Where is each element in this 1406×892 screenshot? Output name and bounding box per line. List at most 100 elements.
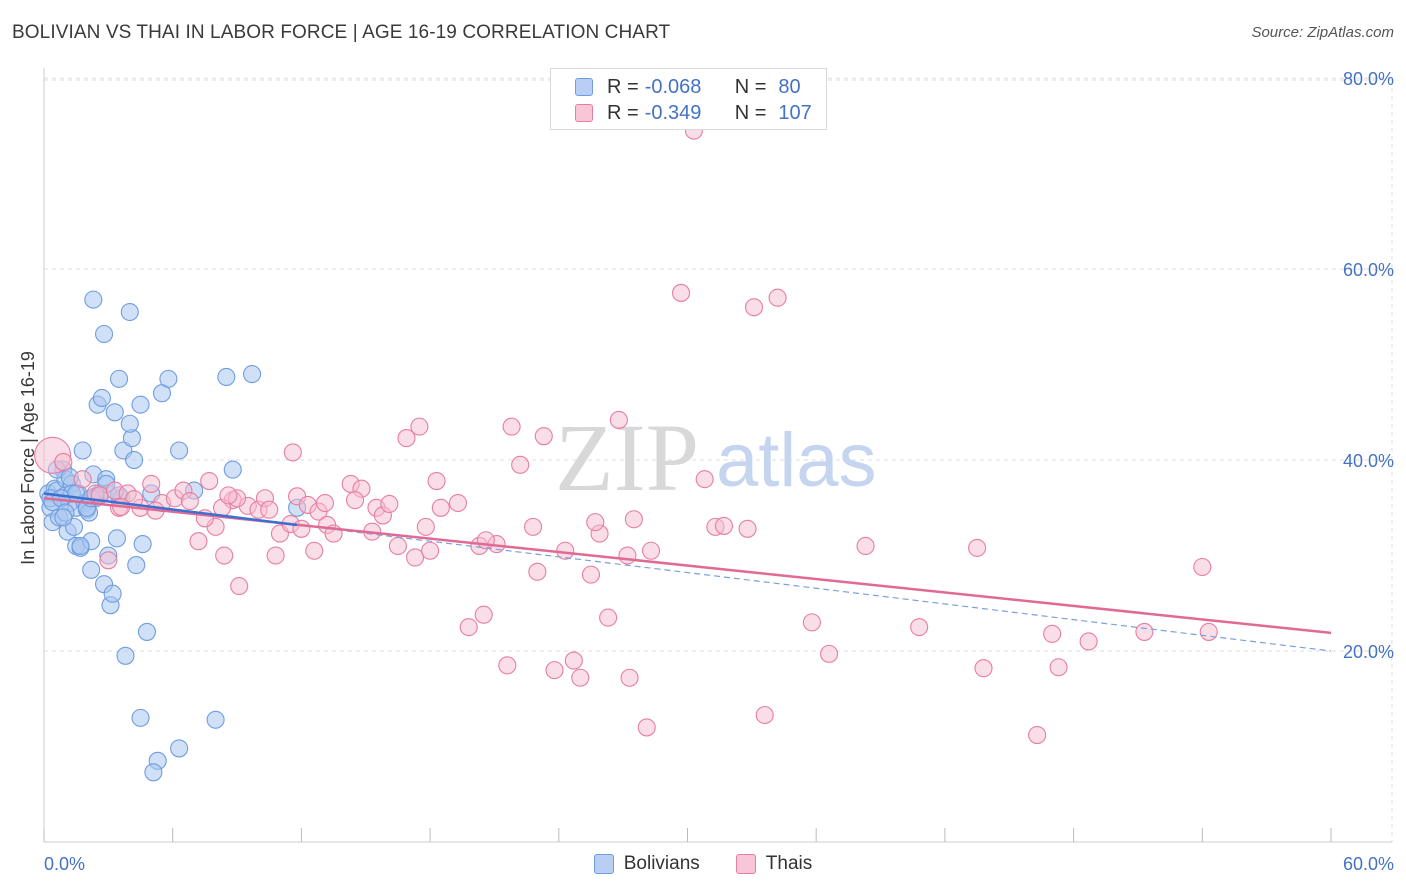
y-tick-label: 80.0% [1343, 69, 1394, 89]
thai-point [416, 517, 435, 536]
thai-point [260, 500, 279, 519]
thai-point [498, 656, 517, 675]
r-value: -0.068 [644, 75, 702, 98]
thai-point [283, 443, 302, 462]
bolivian-point [243, 365, 262, 384]
thai-point [427, 472, 446, 491]
thai-point [459, 618, 478, 637]
thai-point [502, 417, 521, 436]
y-tick-label: 60.0% [1343, 260, 1394, 280]
thai-point [637, 718, 656, 737]
n-value: 80 [778, 75, 801, 98]
bolivian-point [159, 369, 178, 388]
thai-point [738, 519, 757, 538]
legend-item-bolivians[interactable]: Bolivians [593, 853, 700, 875]
bolivian-point [133, 535, 152, 554]
thai-point [511, 455, 530, 474]
thai-point [974, 659, 993, 678]
thai-point [345, 491, 365, 510]
thai-point [1049, 658, 1068, 677]
bolivian-point [95, 324, 114, 344]
r-label: R = [607, 75, 639, 98]
thai-point [910, 618, 929, 637]
thai-point [545, 661, 564, 680]
thai-point [431, 498, 450, 517]
trend-lines [43, 492, 1332, 652]
bolivian-point [120, 414, 139, 433]
watermark: ZIP atlas [555, 404, 877, 511]
source-label: Source: ZipAtlas.com [1251, 24, 1394, 41]
thai-point [586, 513, 605, 532]
bolivian-point [217, 367, 236, 387]
thai-point [695, 470, 714, 489]
thai-point [397, 429, 416, 448]
thai-point [524, 517, 543, 536]
bolivian-point [170, 739, 189, 758]
thai-point [180, 492, 199, 511]
r-value: -0.349 [644, 101, 702, 124]
x-tick-label: 0.0% [44, 854, 85, 874]
thai-point [230, 577, 249, 596]
bolivian-point [131, 708, 150, 727]
thai-point [1043, 624, 1062, 643]
thai-point [618, 546, 637, 565]
bolivian-point [107, 529, 126, 548]
legend-label-thais: Thais [765, 853, 813, 874]
thai-point [802, 613, 821, 632]
bolivian-point [125, 450, 144, 470]
thai-point [534, 427, 553, 446]
thai-point [99, 551, 118, 570]
thai-point [54, 452, 73, 472]
thai-point [448, 493, 468, 513]
thai-point [1028, 726, 1047, 745]
stats-legend: R = -0.068 N = 80 R = -0.349 N = 107 [550, 68, 827, 130]
legend-row-bolivians: R = -0.068 N = 80 [575, 74, 801, 100]
thai-point [200, 472, 219, 491]
bolivian-point [170, 441, 189, 460]
thai-point [744, 298, 764, 317]
bolivian-point [92, 388, 111, 408]
thai-point [292, 519, 311, 538]
thai-point [219, 486, 238, 505]
thai-point [968, 538, 987, 557]
legend-item-thais[interactable]: Thais [735, 853, 813, 875]
thai-point [599, 608, 618, 627]
thai-point [564, 651, 583, 670]
bolivian-point [82, 560, 101, 579]
thai-point [624, 510, 643, 529]
y-axis-label: In Labor Force | Age 16-19 [18, 351, 38, 565]
bolivian-point [131, 395, 150, 414]
legend-label-bolivians: Bolivians [623, 853, 700, 874]
n-label: N = [734, 101, 767, 124]
x-tick-label: 60.0% [1343, 854, 1394, 874]
n-label: N = [734, 75, 767, 98]
bolivian-point [54, 508, 73, 527]
thai-points [34, 121, 1218, 745]
y-tick-label: 40.0% [1343, 451, 1394, 471]
n-value: 107 [778, 101, 812, 124]
thai-point [474, 605, 493, 624]
thai-point [215, 546, 234, 565]
thai-point [609, 410, 628, 429]
bolivian-point [71, 536, 90, 556]
bolivian-swatch [593, 854, 614, 874]
r-label: R = [607, 101, 639, 124]
thai-point [755, 705, 774, 725]
thai-point [672, 283, 691, 302]
thai-point [380, 494, 399, 514]
thai-point [1079, 632, 1098, 651]
thai-point [768, 288, 787, 307]
thai-point [305, 541, 324, 560]
thai-swatch [575, 104, 593, 122]
bolivian-trend-extension [297, 524, 1332, 652]
tick-labels: 20.0% 40.0% 60.0% 80.0% 0.0% 60.0% [44, 69, 1394, 874]
chart-title: BOLIVIAN VS THAI IN LABOR FORCE | AGE 16… [12, 22, 671, 43]
bolivian-point [103, 584, 122, 603]
thai-point [856, 536, 875, 556]
thai-point [406, 548, 425, 567]
thai-point [388, 536, 407, 556]
thai-point [1193, 557, 1212, 577]
thai-point [266, 546, 285, 565]
thai-point [571, 668, 590, 687]
thai-point [410, 417, 429, 436]
